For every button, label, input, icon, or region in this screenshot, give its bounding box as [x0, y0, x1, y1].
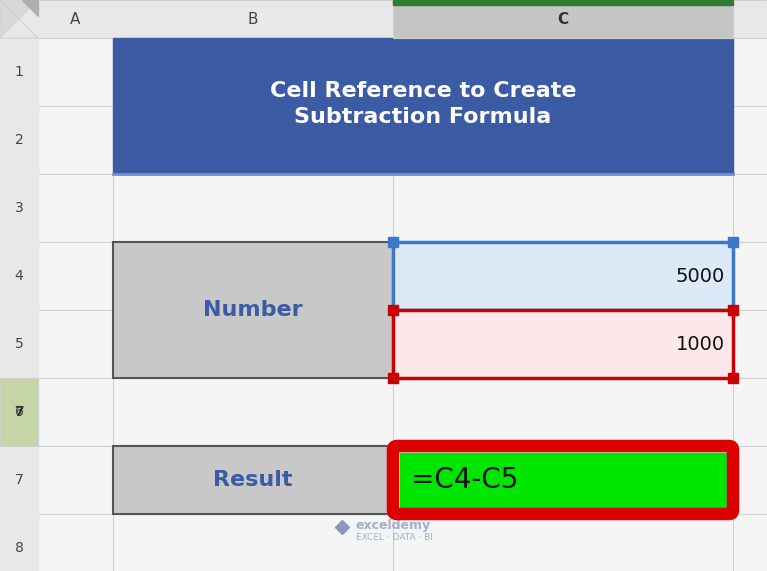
- Text: 2: 2: [15, 133, 23, 147]
- Text: Result: Result: [213, 470, 293, 490]
- Text: =C4-C5: =C4-C5: [411, 466, 518, 494]
- Text: 7: 7: [14, 405, 24, 419]
- FancyBboxPatch shape: [113, 242, 393, 378]
- FancyBboxPatch shape: [393, 0, 733, 38]
- Text: 6: 6: [15, 405, 24, 419]
- Text: 3: 3: [15, 201, 23, 215]
- Text: Cell Reference to Create
Subtraction Formula: Cell Reference to Create Subtraction For…: [270, 81, 576, 127]
- Text: EXCEL · DATA · BI: EXCEL · DATA · BI: [355, 533, 433, 541]
- FancyBboxPatch shape: [0, 0, 767, 38]
- Text: 4: 4: [15, 269, 23, 283]
- Text: Number: Number: [203, 300, 303, 320]
- Text: exceldemy: exceldemy: [355, 520, 430, 533]
- FancyBboxPatch shape: [0, 378, 38, 446]
- Polygon shape: [0, 0, 38, 38]
- FancyBboxPatch shape: [0, 38, 38, 571]
- FancyBboxPatch shape: [393, 310, 733, 378]
- Text: A: A: [71, 11, 81, 26]
- FancyBboxPatch shape: [113, 446, 393, 514]
- Polygon shape: [22, 0, 38, 16]
- Text: 5000: 5000: [676, 267, 725, 286]
- Text: 8: 8: [15, 541, 24, 555]
- Text: C: C: [558, 11, 568, 26]
- Text: 1: 1: [15, 65, 24, 79]
- Text: 5: 5: [15, 337, 23, 351]
- FancyBboxPatch shape: [393, 0, 733, 5]
- FancyBboxPatch shape: [113, 38, 733, 174]
- Text: 1000: 1000: [676, 335, 725, 353]
- FancyBboxPatch shape: [400, 453, 726, 507]
- FancyBboxPatch shape: [393, 242, 733, 310]
- Text: 7: 7: [15, 473, 23, 487]
- Text: B: B: [248, 11, 258, 26]
